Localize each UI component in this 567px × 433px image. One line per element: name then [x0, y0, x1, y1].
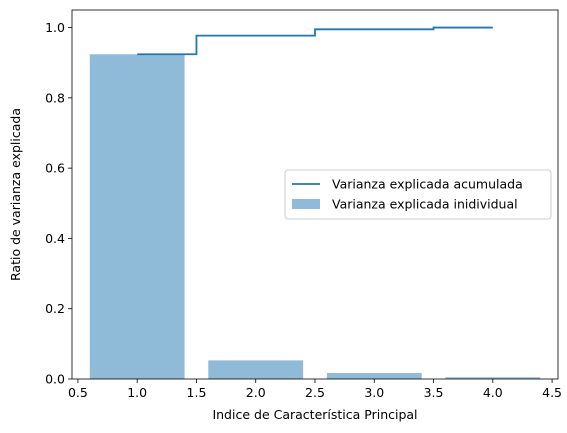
x-tick-label: 1.0	[127, 385, 147, 400]
bars-layer	[89, 54, 541, 379]
y-tick-label: 0.4	[45, 231, 65, 246]
step-line-layer	[137, 26, 493, 56]
y-tick-label: 1.0	[45, 20, 65, 35]
x-tick-label: 1.5	[187, 385, 207, 400]
legend: Varianza explicada acumulada Varianza ex…	[284, 169, 552, 220]
legend-label-individual: Varianza explicada inidividual	[332, 197, 518, 212]
bar-1	[89, 54, 185, 379]
legend-label-cumulative: Varianza explicada acumulada	[332, 177, 523, 192]
x-axis-label: Indice de Característica Principal	[212, 407, 417, 422]
y-tick-label: 0.6	[45, 161, 65, 176]
x-axis-ticks: 0.5 1.0 1.5 2.0 2.5 3.0 3.5 4.0 4.5	[68, 379, 562, 400]
legend-swatch-bar	[292, 199, 320, 209]
x-tick-label: 3.0	[364, 385, 384, 400]
y-tick-label: 0.2	[45, 301, 65, 316]
x-tick-label: 4.0	[483, 385, 503, 400]
x-tick-label: 3.5	[424, 385, 444, 400]
y-axis-ticks: 0.0 0.2 0.4 0.6 0.8 1.0	[45, 20, 72, 387]
y-axis-label: Ratio de varianza explicada	[8, 108, 23, 281]
bar-4	[445, 377, 541, 379]
x-tick-label: 0.5	[68, 385, 88, 400]
x-tick-label: 2.0	[246, 385, 266, 400]
cumulative-step-line	[137, 26, 493, 56]
bar-2	[208, 360, 304, 379]
x-tick-label: 4.5	[542, 385, 562, 400]
legend-box	[284, 169, 552, 220]
y-tick-label: 0.0	[45, 372, 65, 387]
y-tick-label: 0.8	[45, 90, 65, 105]
x-tick-label: 2.5	[305, 385, 325, 400]
bar-3	[326, 373, 422, 379]
